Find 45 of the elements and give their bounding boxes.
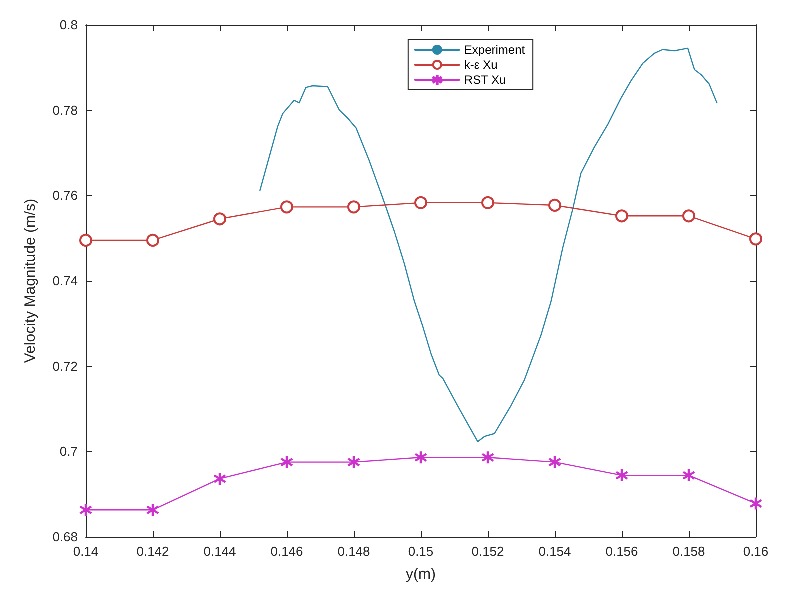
point: [683, 470, 695, 482]
point: [616, 470, 628, 482]
legend-label: k-ε Xu: [464, 58, 498, 72]
point: [682, 210, 696, 223]
point: [348, 456, 360, 468]
legend-label: Experiment: [464, 43, 526, 57]
y-tick-label: 0.8: [60, 18, 78, 32]
y-tick-label: 0.68: [52, 530, 78, 544]
legend-label: RST Xu: [464, 73, 506, 87]
point: [281, 456, 293, 468]
y-tick-label: 0.78: [52, 102, 78, 118]
x-tick-label: 0.154: [538, 544, 572, 559]
x-tick-label: 0.158: [672, 544, 706, 559]
point: [750, 232, 762, 246]
x-tick-label: 0.144: [204, 544, 236, 559]
point: [214, 212, 226, 226]
point: [80, 234, 92, 247]
x-tick-label: 0.148: [338, 544, 370, 559]
x-axis-title: y(m): [406, 566, 436, 583]
x-tick-label: 0.16: [743, 544, 769, 559]
point: [146, 234, 160, 247]
x-tick-label: 0.142: [136, 544, 170, 559]
point: [280, 200, 294, 214]
point: [549, 456, 561, 468]
point: [80, 504, 92, 516]
point: [415, 452, 427, 464]
point: [147, 504, 159, 516]
x-tick-label: 0.156: [606, 544, 638, 559]
point: [414, 196, 428, 210]
x-tick-label: 0.146: [270, 544, 304, 559]
point: [482, 196, 494, 210]
y-tick-label: 0.74: [52, 274, 78, 288]
x-tick-label: 0.14: [73, 544, 99, 559]
y-tick-label: 0.76: [52, 188, 78, 204]
y-axis-title: Velocity Magnitude (m/s): [22, 198, 39, 364]
point: [616, 210, 628, 223]
point: [548, 198, 562, 212]
point: [214, 472, 226, 485]
x-tick-label: 0.15: [408, 544, 434, 559]
y-tick-label: 0.72: [52, 358, 78, 374]
point: [750, 498, 762, 510]
x-tick-label: 0.152: [472, 544, 504, 559]
y-tick-label: 0.7: [60, 444, 78, 460]
point: [482, 452, 494, 464]
point: [348, 200, 360, 214]
